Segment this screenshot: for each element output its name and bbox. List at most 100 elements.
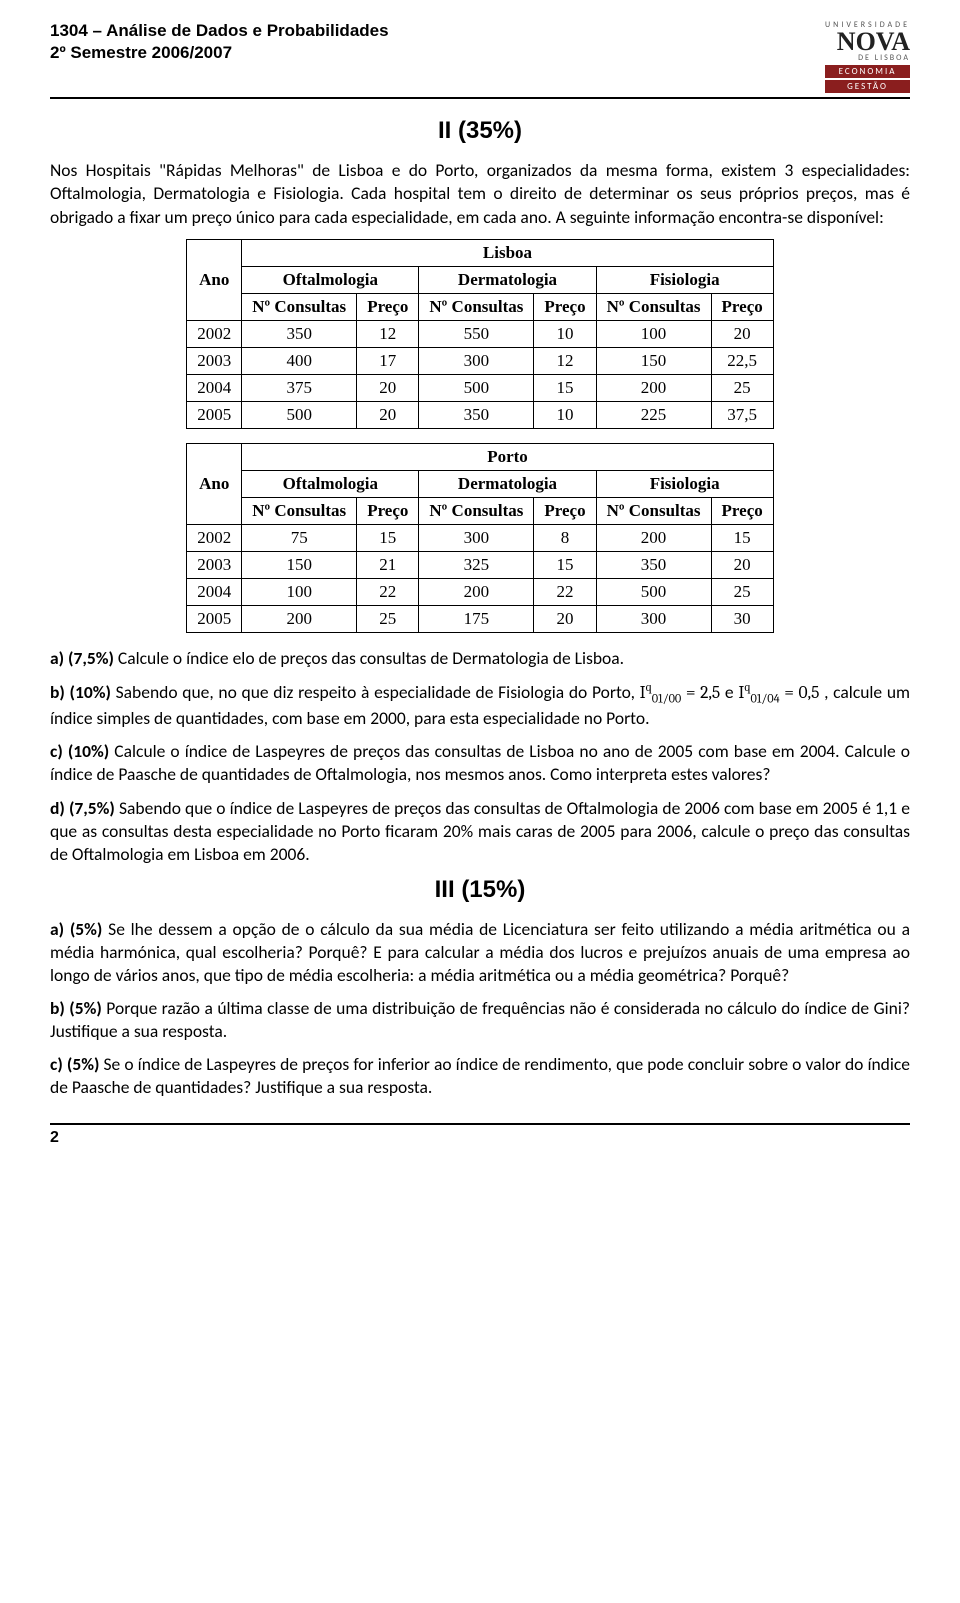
page-number: 2 xyxy=(50,1129,59,1146)
sub-preco: Preço xyxy=(357,293,419,320)
spec-fisio: Fisiologia xyxy=(596,266,773,293)
cell-value: 15 xyxy=(534,374,596,401)
table-porto: Ano Porto Oftalmologia Dermatologia Fisi… xyxy=(186,443,774,633)
cell-value: 200 xyxy=(419,578,534,605)
cell-value: 25 xyxy=(711,578,773,605)
cell-value: 300 xyxy=(596,605,711,632)
cell-value: 500 xyxy=(596,578,711,605)
cell-ano: 2002 xyxy=(187,524,242,551)
q2a-text: Calcule o índice elo de preços das consu… xyxy=(114,647,624,669)
cell-value: 10 xyxy=(534,320,596,347)
question-2d: d) (7,5%) Sabendo que o índice de Laspey… xyxy=(50,797,910,866)
section-2-title: II (35%) xyxy=(50,117,910,145)
cell-value: 37,5 xyxy=(711,401,773,428)
spec-derm: Dermatologia xyxy=(419,266,596,293)
cell-value: 20 xyxy=(357,401,419,428)
table-row: 2004100222002250025 xyxy=(187,578,774,605)
spec-oftal: Oftalmologia xyxy=(242,470,419,497)
q2b-pre: Sabendo que, no que diz respeito à espec… xyxy=(111,681,640,703)
city-lisboa: Lisboa xyxy=(242,239,774,266)
table-row: 20027515300820015 xyxy=(187,524,774,551)
cell-value: 25 xyxy=(357,605,419,632)
cell-value: 20 xyxy=(357,374,419,401)
table-row: 2003400173001215022,5 xyxy=(187,347,774,374)
sub-preco: Preço xyxy=(534,293,596,320)
q3b-label: b) (5%) xyxy=(50,997,102,1019)
spec-fisio: Fisiologia xyxy=(596,470,773,497)
cell-value: 12 xyxy=(357,320,419,347)
university-logo: UNIVERSIDADE NOVA DE LISBOA ECONOMIA GES… xyxy=(825,20,910,93)
q2b-and: e xyxy=(720,681,738,703)
cell-value: 21 xyxy=(357,551,419,578)
cell-value: 300 xyxy=(419,347,534,374)
spec-oftal: Oftalmologia xyxy=(242,266,419,293)
q2d-label: d) (7,5%) xyxy=(50,797,115,819)
question-3c: c) (5%) Se o índice de Laspeyres de preç… xyxy=(50,1053,910,1099)
cell-ano: 2004 xyxy=(187,578,242,605)
cell-value: 20 xyxy=(711,551,773,578)
cell-value: 10 xyxy=(534,401,596,428)
cell-value: 22 xyxy=(534,578,596,605)
cell-value: 100 xyxy=(242,578,357,605)
page-footer: 2 xyxy=(50,1123,910,1147)
cell-value: 175 xyxy=(419,605,534,632)
cell-value: 200 xyxy=(242,605,357,632)
formula-2: Iq01/04 = 0,5 xyxy=(738,683,819,703)
table-row: 2004375205001520025 xyxy=(187,374,774,401)
cell-value: 325 xyxy=(419,551,534,578)
section-2-intro: Nos Hospitais "Rápidas Melhoras" de Lisb… xyxy=(50,159,910,228)
page-header: 1304 – Análise de Dados e Probabilidades… xyxy=(50,20,910,99)
cell-value: 75 xyxy=(242,524,357,551)
sub-preco: Preço xyxy=(357,497,419,524)
col-ano: Ano xyxy=(187,239,242,320)
col-ano: Ano xyxy=(187,443,242,524)
sub-preco: Preço xyxy=(534,497,596,524)
cell-value: 400 xyxy=(242,347,357,374)
cell-value: 500 xyxy=(242,401,357,428)
city-porto: Porto xyxy=(242,443,774,470)
cell-value: 30 xyxy=(711,605,773,632)
semester: 2º Semestre 2006/2007 xyxy=(50,42,389,64)
cell-value: 150 xyxy=(242,551,357,578)
cell-value: 150 xyxy=(596,347,711,374)
question-2a: a) (7,5%) Calcule o índice elo de preços… xyxy=(50,647,910,670)
sub-ncons: Nº Consultas xyxy=(596,293,711,320)
cell-value: 15 xyxy=(357,524,419,551)
q3b-text: Porque razão a última classe de uma dist… xyxy=(50,997,910,1042)
cell-value: 20 xyxy=(534,605,596,632)
table-row: 2005500203501022537,5 xyxy=(187,401,774,428)
cell-value: 25 xyxy=(711,374,773,401)
sub-ncons: Nº Consultas xyxy=(242,293,357,320)
cell-value: 500 xyxy=(419,374,534,401)
course-header: 1304 – Análise de Dados e Probabilidades… xyxy=(50,20,389,64)
cell-ano: 2004 xyxy=(187,374,242,401)
cell-value: 17 xyxy=(357,347,419,374)
table-lisboa: Ano Lisboa Oftalmologia Dermatologia Fis… xyxy=(186,239,774,429)
logo-nova: NOVA xyxy=(825,30,910,53)
cell-value: 200 xyxy=(596,524,711,551)
cell-ano: 2003 xyxy=(187,551,242,578)
table-row: 2005200251752030030 xyxy=(187,605,774,632)
q3a-text: Se lhe dessem a opção de o cálculo da su… xyxy=(50,918,910,986)
cell-ano: 2003 xyxy=(187,347,242,374)
cell-value: 350 xyxy=(242,320,357,347)
cell-value: 200 xyxy=(596,374,711,401)
sub-preco: Preço xyxy=(711,497,773,524)
question-2c: c) (10%) Calcule o índice de Laspeyres d… xyxy=(50,740,910,786)
sub-ncons: Nº Consultas xyxy=(419,497,534,524)
logo-band-gestao: GESTÃO xyxy=(825,80,910,93)
table-row: 2002350125501010020 xyxy=(187,320,774,347)
cell-value: 8 xyxy=(534,524,596,551)
sub-ncons: Nº Consultas xyxy=(242,497,357,524)
sub-ncons: Nº Consultas xyxy=(596,497,711,524)
cell-value: 22,5 xyxy=(711,347,773,374)
cell-value: 20 xyxy=(711,320,773,347)
cell-value: 22 xyxy=(357,578,419,605)
q2c-text: Calcule o índice de Laspeyres de preços … xyxy=(50,740,910,785)
formula-1: Iq01/00 = 2,5 xyxy=(640,683,721,703)
sub-ncons: Nº Consultas xyxy=(419,293,534,320)
cell-value: 550 xyxy=(419,320,534,347)
cell-value: 15 xyxy=(534,551,596,578)
cell-ano: 2005 xyxy=(187,401,242,428)
cell-value: 350 xyxy=(596,551,711,578)
